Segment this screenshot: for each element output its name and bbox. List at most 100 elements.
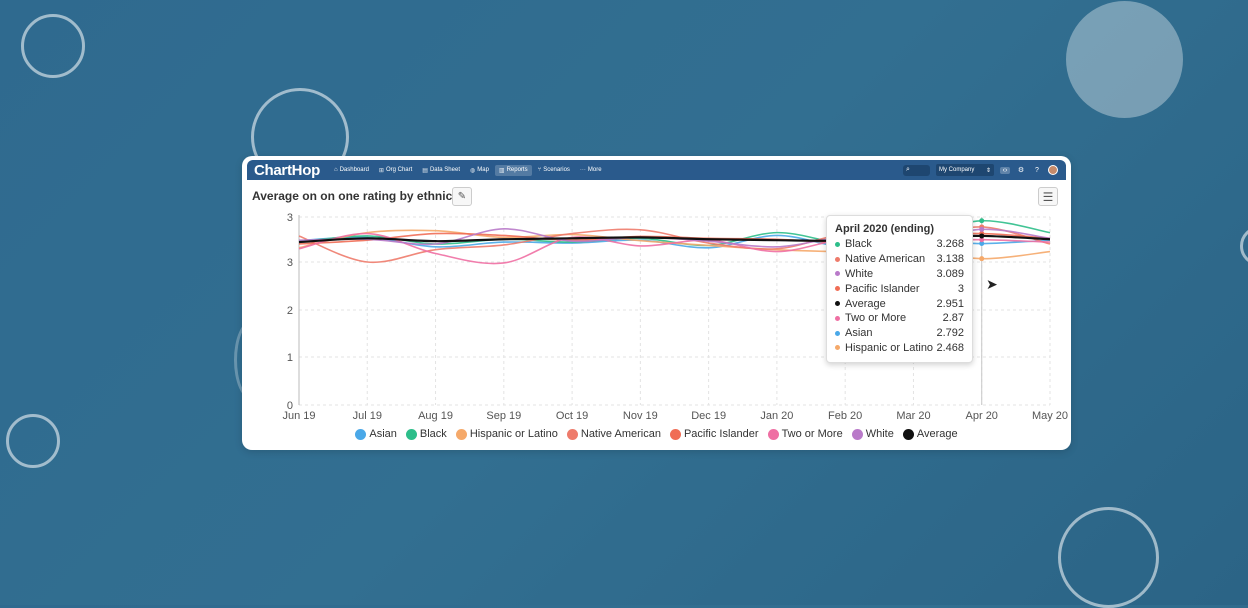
legend-dot-icon [405,428,417,440]
legend-dot-icon [455,428,467,440]
legend-item-white[interactable]: White [851,428,894,440]
legend-dot-icon [669,428,681,440]
tooltip-series-value: 2.468 [936,341,964,354]
branch-icon: ⑂ [537,167,542,173]
chart-tooltip: April 2020 (ending) Black 3.268 Native Ame… [826,215,973,363]
tooltip-series-name: Pacific Islander [845,282,920,295]
legend-item-native-american[interactable]: Native American [566,428,661,440]
code-icon[interactable]: ‹› [1000,166,1010,174]
x-tick-label: Mar 20 [896,410,930,422]
tooltip-row: Black 3.268 [835,237,964,252]
chart-legend: Asian Black Hispanic or Latino Native Ameri… [242,428,1071,440]
home-icon: ⌂ [333,167,338,173]
series-dot-icon [835,241,840,247]
legend-label: Pacific Islander [683,428,759,440]
legend-dot-icon [767,428,779,440]
hamburger-icon: ☰ [1042,189,1054,204]
ellipsis-icon: ··· [579,167,586,173]
decorative-circle [6,414,60,468]
nav-item-org-chart[interactable]: ⊞ Org Chart [375,165,416,176]
tooltip-series-value: 3.268 [936,238,964,251]
nav-item-label: Dashboard [339,167,369,173]
hover-point [979,256,985,262]
legend-label: Average [916,428,958,440]
legend-label: Black [419,428,447,440]
tooltip-series-name: Average [845,297,886,310]
charthop-logo[interactable]: ChartHop [254,161,320,179]
decorative-circle [21,14,85,78]
legend-label: White [865,428,894,440]
nav-item-data-sheet[interactable]: ▤ Data Sheet [418,165,464,176]
legend-item-asian[interactable]: Asian [355,428,397,440]
decorative-circle [1058,507,1159,608]
tooltip-series-value: 3.138 [936,253,964,266]
nav-item-reports[interactable]: ▥ Reports [494,164,532,176]
nav-item-map[interactable]: ◍ Map [466,165,493,176]
tooltip-row: Hispanic or Latino 2.468 [835,341,964,356]
decorative-circle [1240,226,1248,266]
x-tick-label: Jun 19 [282,410,315,422]
nav-item-scenarios[interactable]: ⑂ Scenarios [534,165,574,176]
legend-dot-icon [851,428,863,440]
nav-item-label: More [587,167,602,173]
hover-point [979,218,985,224]
tooltip-series-value: 3.089 [936,267,964,280]
nav-item-dashboard[interactable]: ⌂ Dashboard [330,165,373,176]
series-dot-icon [835,330,840,336]
x-tick-label: Jul 19 [353,410,382,422]
gear-icon[interactable]: ⚙ [1017,167,1025,174]
x-tick-label: Nov 19 [623,410,658,422]
hover-point [979,226,985,232]
nav-item-more[interactable]: ··· More [576,165,606,176]
series-dot-icon [835,315,840,321]
tooltip-row: White 3.089 [835,267,964,282]
tooltip-series-value: 3 [957,282,964,295]
bar-chart-icon: ▥ [498,167,505,174]
tooltip-series-name: Asian [845,327,873,340]
legend-label: Hispanic or Latino [469,428,558,440]
series-dot-icon [835,345,840,351]
legend-dot-icon [355,428,367,440]
y-tick-label: 2 [287,305,293,317]
tooltip-series-value: 2.87 [942,312,964,325]
y-tick-label: 3 [287,212,293,224]
nav-item-label: Reports [506,167,528,173]
x-tick-label: Oct 19 [556,410,588,422]
tooltip-row: Pacific Islander 3 [835,281,964,296]
tooltip-series-name: Black [845,238,872,251]
legend-dot-icon [566,428,578,440]
help-icon[interactable]: ? [1035,166,1039,174]
legend-item-two-or-more[interactable]: Two or More [767,428,843,440]
legend-item-pacific-islander[interactable]: Pacific Islander [669,428,759,440]
legend-item-black[interactable]: Black [405,428,447,440]
legend-item-average[interactable]: Average [902,428,958,440]
series-dot-icon [835,286,840,292]
tooltip-series-name: Hispanic or Latino [845,341,934,354]
y-tick-label: 1 [287,352,293,364]
legend-label: Native American [580,428,661,440]
series-dot-icon [835,301,840,307]
legend-item-hispanic-or-latino[interactable]: Hispanic or Latino [455,428,558,440]
tooltip-series-name: White [845,267,874,280]
decorative-circle [1066,1,1183,118]
hover-point [979,233,985,239]
avatar[interactable] [1048,165,1058,175]
company-selector[interactable]: My Company ⇕ [936,164,994,176]
hover-point [979,237,985,243]
series-dot-icon [835,271,840,277]
chart-card: ChartHop ⌂ Dashboard ⊞ Org Chart ▤ Data Sheet… [242,156,1071,450]
search-box[interactable]: ⌕ [903,164,930,176]
nav-item-label: Scenarios [543,167,570,173]
tooltip-series-name: Two or More [845,312,907,325]
tooltip-row: Asian 2.792 [835,326,964,341]
nav-item-label: Map [477,167,489,173]
nav-item-label: Data Sheet [429,167,460,173]
nav-item-label: Org Chart [385,167,413,173]
x-tick-label: Aug 19 [418,410,453,422]
edit-title-button[interactable]: ✎ [452,187,472,206]
chart-menu-button[interactable]: ☰ [1038,187,1058,206]
tooltip-title: April 2020 (ending) [835,223,935,235]
table-icon: ▤ [422,167,428,174]
tooltip-row: Two or More 2.87 [835,311,964,326]
x-tick-label: May 20 [1032,410,1068,422]
